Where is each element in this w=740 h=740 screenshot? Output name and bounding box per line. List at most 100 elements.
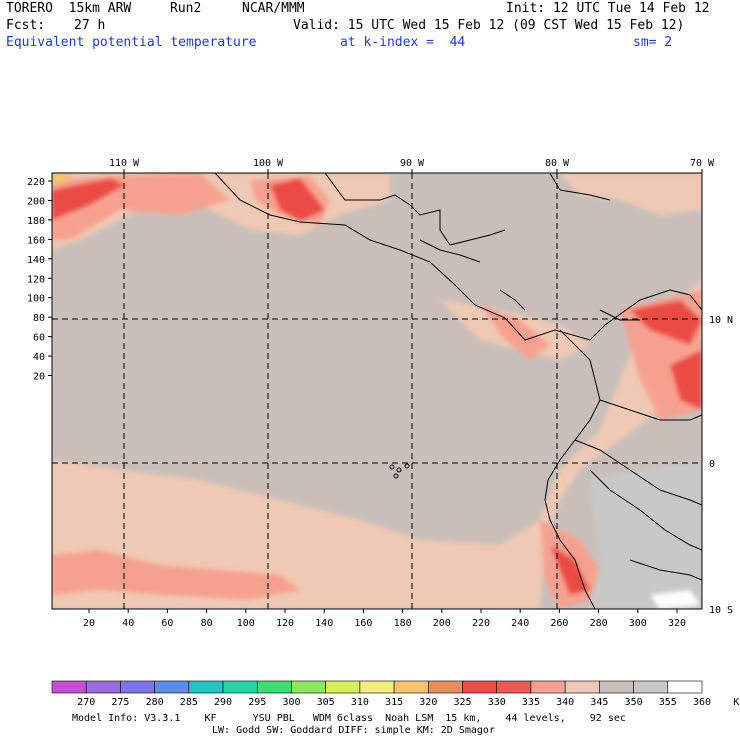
y-tick-label: 200 [27,196,45,207]
lat-label: 10 S [709,605,733,616]
lat-label: 10 N [709,315,733,326]
x-tick-label: 120 [276,618,294,629]
colorbar-swatch [496,680,532,694]
field-region [52,173,75,185]
colorbar-label: 305 [317,697,335,708]
colorbar-label: 285 [180,697,198,708]
colorbar-swatch [85,680,121,694]
y-tick-label: 120 [27,274,45,285]
colorbar-label: 310 [351,697,369,708]
coastlines [214,173,702,609]
colorbar-label: K [733,697,739,708]
model-info: Model Info: V3.3.1 KF YSU PBL WDM 6class… [72,713,626,724]
latlon-grid [52,173,702,609]
colorbar-label: 295 [248,697,266,708]
field-region [52,550,300,600]
colorbar-label: 290 [214,697,232,708]
colorbar-swatch [633,680,669,694]
y-tick-label: 60 [33,333,45,344]
colorbar-swatch [325,680,361,694]
x-tick-label: 260 [550,618,568,629]
x-tick-label: 180 [394,618,412,629]
fcst-label: Fcst: [6,18,46,33]
x-tick-label: 200 [433,618,451,629]
colorbar-label: 350 [625,697,643,708]
lon-label: 80 W [545,158,570,169]
valid-time: Valid: 15 UTC Wed 15 Feb 12 (09 CST Wed … [293,18,685,33]
x-tick-label: 60 [161,618,173,629]
smoothing-label: sm= 2 [633,35,673,50]
colorbar-swatch [359,680,395,694]
colorbar-label: 315 [385,697,403,708]
colorbar-swatch [51,680,87,694]
field-shading [52,173,702,609]
lon-label: 90 W [400,158,425,169]
colorbar-label: 345 [590,697,608,708]
colorbar-swatch [188,680,224,694]
field-region [52,280,702,609]
colorbar-swatch [291,680,326,694]
x-tick-label: 160 [354,618,372,629]
colorbar-label: 275 [111,697,129,708]
x-tick-label: 280 [590,618,608,629]
x-tick-label: 40 [122,618,134,629]
x-tick-label: 220 [472,618,490,629]
colorbar-swatch [462,680,498,694]
x-tick-label: 100 [237,618,255,629]
y-tick-label: 40 [33,352,45,363]
x-tick-label: 300 [629,618,647,629]
field-region [270,178,325,222]
colorbar: 270 275 280 285 290 295 300 305 310 315 320 325 330 3… [51,680,739,708]
level-label: at k-index = 44 [340,35,466,50]
y-tick-label: 180 [27,216,45,227]
map-axes: 110 W 100 W 90 W 80 W 70 W 10 N 0 10 S 220 200 180… [27,158,733,629]
colorbar-swatch [667,680,703,694]
fcst-value: 27 h [74,18,106,33]
org-label: NCAR/MMM [242,1,305,16]
x-tick-label: 20 [83,618,95,629]
y-tick-label: 220 [27,177,45,188]
colorbar-swatch [564,680,600,694]
colorbar-swatch [530,680,566,694]
colorbar-swatch [428,680,463,694]
physics-info: LW: Godd SW: Goddard DIFF: simple KM: 2D… [212,725,495,736]
colorbar-swatch [256,680,292,694]
field-region [550,545,590,595]
colorbar-swatch [154,680,190,694]
colorbar-label: 280 [146,697,164,708]
field-region [590,460,702,609]
colorbar-label: 270 [77,697,95,708]
x-tick-label: 240 [511,618,529,629]
field-region [560,173,702,215]
colorbar-label: 340 [556,697,574,708]
run-label: Run2 [170,1,202,16]
y-tick-label: 140 [27,255,45,266]
field-region [630,300,702,345]
y-tick-label: 100 [27,294,45,305]
init-time: Init: 12 UTC Tue 14 Feb 12 [506,1,710,16]
field-region [670,350,702,410]
lon-label: 70 W [690,158,715,169]
colorbar-label: 360 [693,697,711,708]
colorbar-label: 325 [453,697,471,708]
colorbar-label: 335 [522,697,540,708]
y-tick-label: 20 [33,372,45,383]
y-tick-label: 160 [27,235,45,246]
colorbar-label: 330 [488,697,506,708]
colorbar-label: 355 [659,697,677,708]
field-region [650,590,700,609]
model-name: TORERO 15km ARW [6,1,132,16]
colorbar-swatch [599,680,634,694]
field-region [52,178,125,220]
lon-label: 110 W [109,158,140,169]
colorbar-label: 320 [419,697,437,708]
x-tick-label: 140 [315,618,333,629]
colorbar-swatch [120,680,155,694]
colorbar-label: 300 [282,697,300,708]
x-tick-label: 320 [668,618,686,629]
lon-label: 100 W [253,158,284,169]
lat-label: 0 [709,459,715,470]
y-tick-label: 80 [33,313,45,324]
colorbar-swatch [393,680,429,694]
